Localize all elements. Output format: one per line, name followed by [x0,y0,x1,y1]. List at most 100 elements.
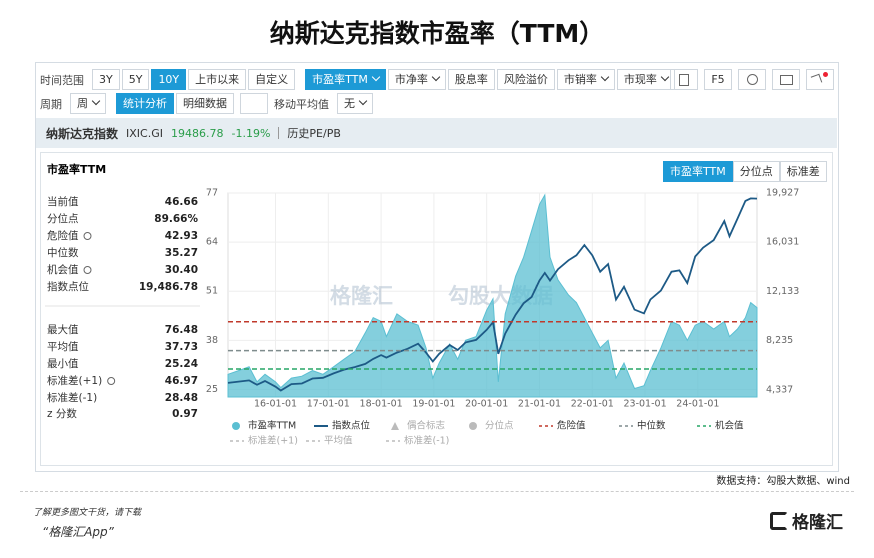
index-change: -1.19% [231,126,271,140]
stat-label: 标准差(-1) [47,391,97,404]
watermark: 格隆汇 [330,284,393,308]
stat-label: 机会值 [47,263,79,276]
legend-item[interactable]: 机会值 [697,420,744,432]
period-label: 周期 [40,97,62,111]
y2-tick-label: 8,235 [766,335,793,346]
metric-button[interactable]: 市现率 [616,69,675,90]
legend-item[interactable]: 分位点 [469,420,514,432]
index-code: IXIC.GI [126,126,163,140]
legend-item[interactable]: 标准差(+1) [230,435,298,447]
legend-item[interactable]: 偶合标志 [391,420,445,432]
metric-button[interactable]: 市销率 [556,69,615,90]
logo-text: 格隆汇 [792,513,843,533]
stat-value: 35.27 [165,247,198,259]
stat-label: z 分数 [47,407,77,420]
legend-item[interactable]: 平均值 [306,435,353,447]
logo-mark [770,511,788,530]
stat-label: 当前值 [47,195,79,208]
legend-item[interactable]: 指数点位 [314,420,371,432]
y2-tick-label: 16,031 [766,237,799,248]
stat-label: 平均值 [47,340,79,353]
metric-button[interactable]: 股息率 [447,69,495,90]
index-line [227,197,758,392]
stat-value: 19,486.78 [139,281,198,293]
footer-text: 了解更多图文干货，请下载 [33,508,142,518]
stat-value: 76.48 [165,324,198,336]
metric-button[interactable]: 市净率 [387,69,446,90]
history-link[interactable]: 历史PE/PB [287,127,341,140]
export-icon[interactable] [670,69,698,90]
x-tick-label: 19-01-01 [412,399,455,410]
stat-label: 危险值 [47,229,79,242]
metric-label: 风险溢价 [503,73,548,86]
legend-item[interactable]: 标准差(-1) [386,435,449,447]
range-button[interactable]: 上市以来 [188,69,247,90]
logo: 格隆汇 [770,508,843,533]
metric-label: 市现率 [623,73,657,86]
chart-tab[interactable]: 标准差 [779,161,827,182]
share-icon[interactable] [806,69,834,90]
legend-label: 标准差(+1) [248,435,298,447]
x-tick-label: 21-01-01 [518,399,561,410]
ma-value: 无 [344,97,355,110]
legend-label: 危险值 [557,420,586,432]
legend-item[interactable]: 危险值 [539,420,586,432]
stat-value: 46.97 [165,375,198,387]
toolbar-row: 周期 周 统计分析 明细数据 移动平均值 无 [40,93,373,114]
range-label: 时间范围 [40,73,84,87]
period-select[interactable]: 周 [70,93,106,114]
separator [278,127,280,139]
x-tick-label: 22-01-01 [571,399,614,410]
metric-button[interactable]: 风险溢价 [496,69,555,90]
screen-icon[interactable] [772,69,800,90]
ma-select[interactable]: 无 [337,93,373,114]
y-tick-label: 77 [206,188,218,199]
index-price: 19486.78 [171,126,224,140]
range-button[interactable]: 10Y [151,69,187,90]
decimal-icon[interactable] [240,93,268,114]
chart-tab[interactable]: 分位点 [732,161,780,182]
y-tick-label: 51 [206,286,218,297]
metric-button[interactable]: 市盈率TTM [305,69,386,90]
legend-item[interactable]: 市盈率TTM [232,420,296,432]
view-tab[interactable]: 明细数据 [176,93,234,114]
legend-label: 中位数 [637,420,666,432]
stat-value: 28.48 [165,392,198,404]
footer-app: “格隆汇App” [42,525,114,539]
metric-label: 市销率 [563,73,597,86]
stat-label: 最小值 [47,357,79,370]
info-icon [83,232,92,240]
panel-title: 市盈率TTM [47,162,106,176]
view-tab[interactable]: 统计分析 [116,93,174,114]
refresh-button[interactable]: F5 [704,69,732,90]
x-tick-label: 18-01-01 [360,399,403,410]
legend-label: 机会值 [715,420,744,432]
range-button[interactable]: 自定义 [248,69,296,90]
metric-label: 市盈率TTM [312,73,368,86]
legend-label: 指数点位 [332,420,371,432]
stat-label: 最大值 [47,323,79,336]
y2-tick-label: 19,927 [766,188,799,199]
x-tick-label: 24-01-01 [676,399,719,410]
stat-value: 42.93 [165,230,198,242]
toolbar-row: 时间范围 3Y 5Y 10Y 上市以来 自定义 市盈率TTM 市净率 股息率 风险溢价 市销率 市现率 [40,69,675,90]
legend-label: 平均值 [324,435,353,447]
range-button[interactable]: 3Y [92,69,120,90]
legend-item[interactable]: 中位数 [619,420,666,432]
quote-bar: 纳斯达克指数 IXIC.GI 19486.78 -1.19% 历史PE/PB [36,118,837,148]
range-button[interactable]: 5Y [121,69,150,90]
legend-label: 分位点 [485,420,514,432]
stat-value: 37.73 [165,341,198,353]
info-icon [83,266,92,274]
index-name: 纳斯达克指数 [46,126,119,141]
x-tick-label: 23-01-01 [624,399,667,410]
chart-tab[interactable]: 市盈率TTM [663,161,733,182]
stat-label: 分位点 [47,212,79,225]
metric-label: 市净率 [394,73,428,86]
stat-value: 89.66% [154,213,198,225]
period-value: 周 [77,97,88,110]
zoom-icon[interactable] [738,69,766,90]
ma-label: 移动平均值 [274,97,329,111]
